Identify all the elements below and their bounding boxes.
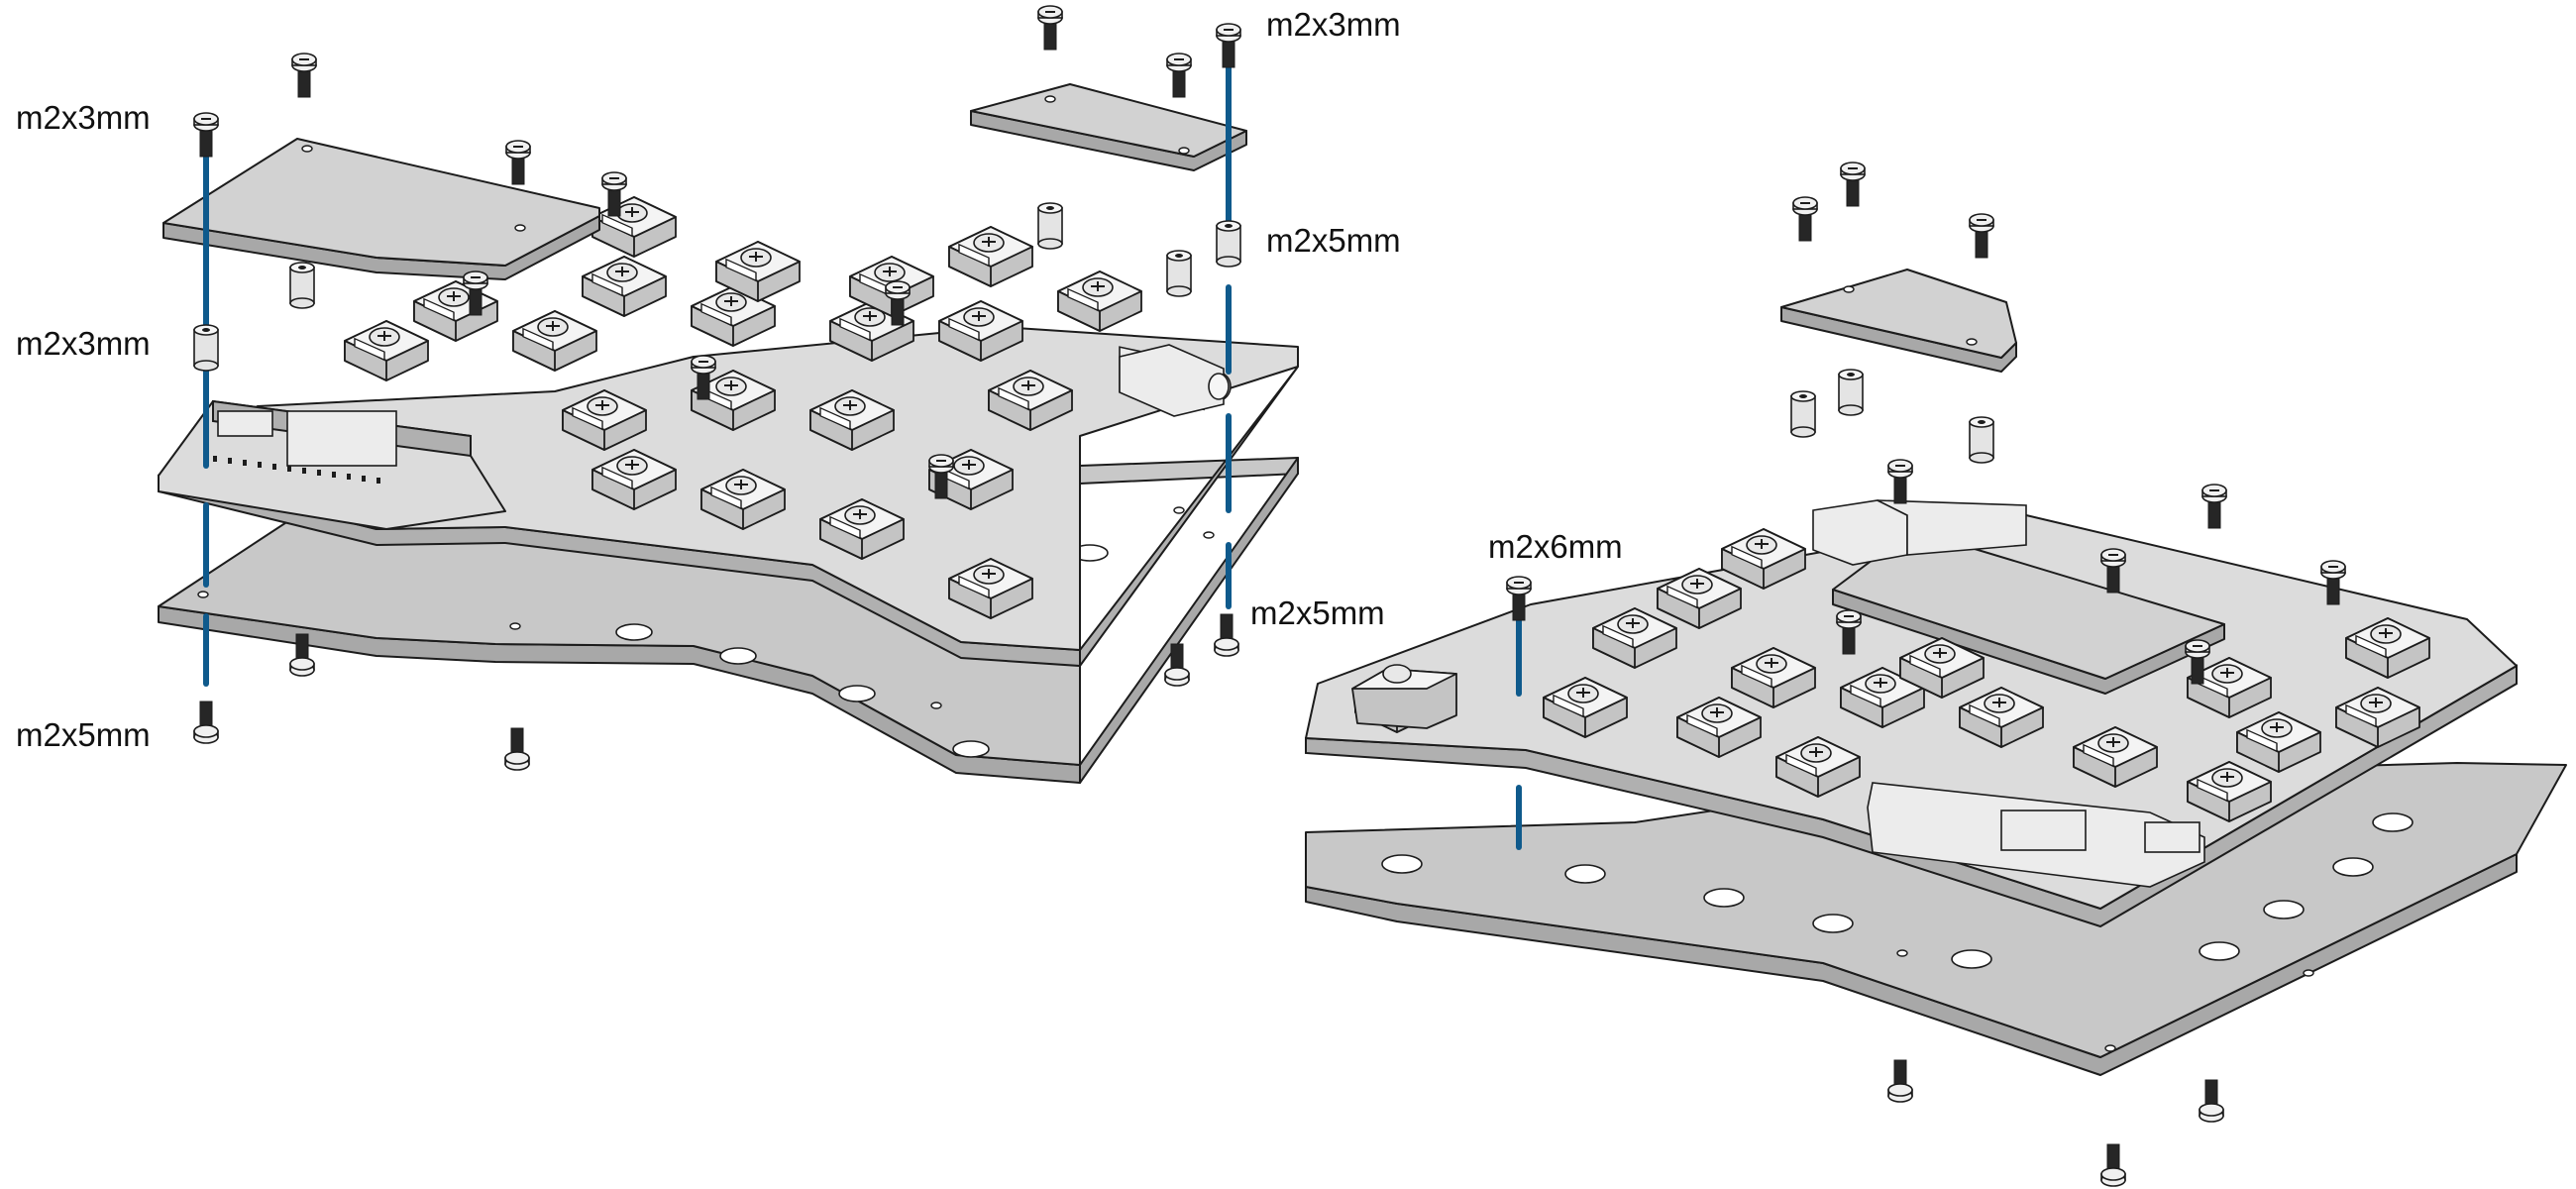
right-small-cover <box>1780 269 2017 373</box>
screw-icon <box>291 53 317 98</box>
standoff-icon <box>1790 390 1816 438</box>
key-switch <box>582 256 667 317</box>
label-long-screw: m2x6mm <box>1488 528 1623 565</box>
standoff-icon <box>1216 220 1241 268</box>
label-top-right-screw: m2x3mm <box>1266 6 1401 43</box>
left-top-cover <box>162 138 600 280</box>
key-switch <box>413 280 498 342</box>
key-switch <box>591 196 677 258</box>
screw-icon <box>193 112 219 158</box>
standoff-icon <box>1037 202 1063 250</box>
standoff-icon <box>1969 416 1994 464</box>
label-left-spacer: m2x3mm <box>16 325 151 362</box>
left-guide-lines <box>203 42 1232 687</box>
spacer-icon <box>193 324 219 372</box>
right-assembly <box>1305 162 2567 1187</box>
screw-icon <box>1969 213 1994 259</box>
left-trrs-jack <box>1119 344 1230 417</box>
screw-icon <box>1166 53 1192 98</box>
right-isolated-switch <box>1351 664 1457 729</box>
screw-icon <box>505 140 531 185</box>
key-switch <box>344 320 429 381</box>
label-right-standoff: m2x5mm <box>1266 222 1401 259</box>
screw-icon <box>1214 613 1239 657</box>
label-bottom-right-screw: m2x5mm <box>1250 594 1385 631</box>
key-switch <box>1057 270 1142 332</box>
key-switch <box>948 226 1033 287</box>
spacer-icon <box>289 262 315 309</box>
standoff-icon <box>1166 250 1192 297</box>
screw-icon <box>1840 162 1866 207</box>
left-mcu-board <box>158 399 506 530</box>
screw-icon <box>2100 1143 2126 1187</box>
right-trrs-jack <box>1812 499 2027 566</box>
screw-icon <box>1887 1059 1913 1103</box>
standoff-icon <box>1838 369 1864 416</box>
screw-icon <box>1037 5 1063 51</box>
left-assembly <box>158 5 1299 784</box>
screw-icon <box>193 701 219 744</box>
screw-icon <box>504 727 530 771</box>
key-switch <box>512 310 597 372</box>
left-small-cover <box>970 83 1247 171</box>
label-top-left-screw: m2x3mm <box>16 99 151 136</box>
screw-icon <box>1887 459 1913 504</box>
screw-icon <box>1216 23 1241 68</box>
screw-icon <box>2199 1079 2224 1123</box>
screw-icon <box>1792 196 1818 242</box>
screw-icon <box>2201 484 2227 529</box>
label-bottom-left-screw: m2x5mm <box>16 716 151 753</box>
